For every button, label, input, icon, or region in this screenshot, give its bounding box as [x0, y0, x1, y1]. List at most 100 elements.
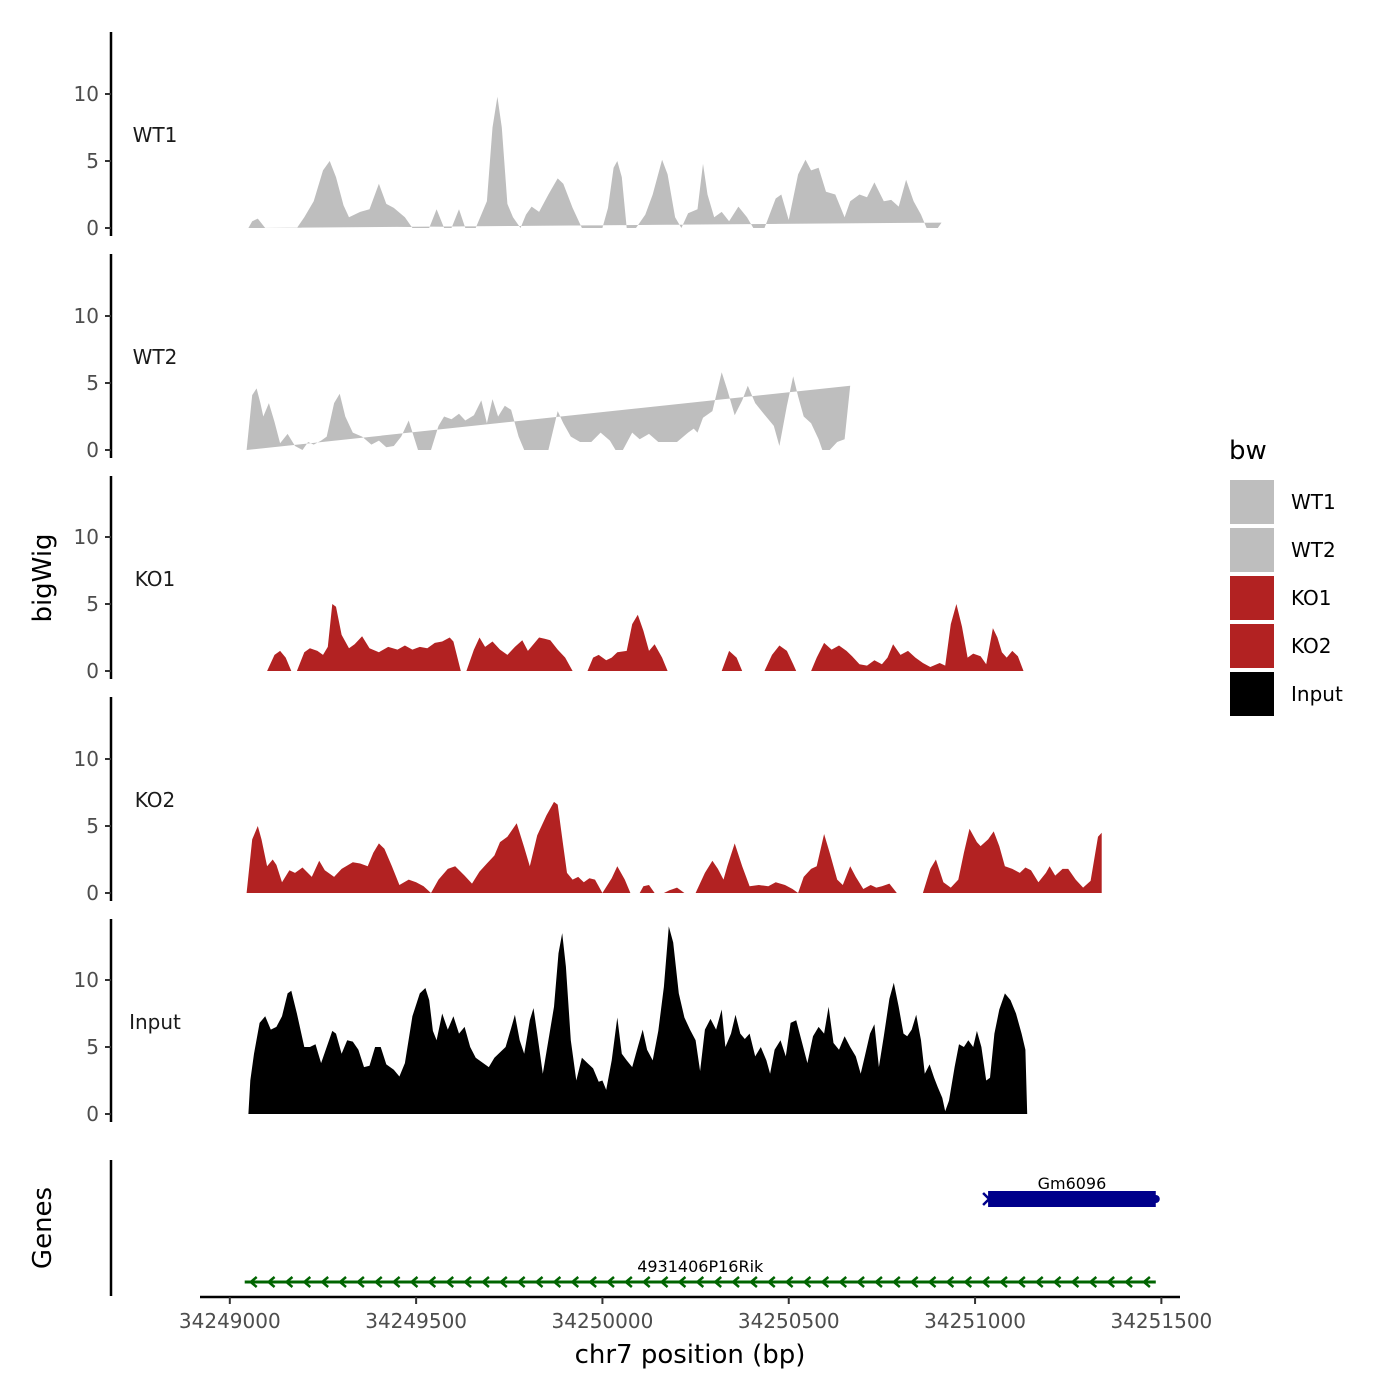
gene-strand-arrow: [266, 1276, 276, 1288]
gene-strand-arrow: [731, 1276, 740, 1288]
gene-strand-arrow: [373, 1276, 383, 1288]
gene-strand-arrow: [1070, 1276, 1080, 1288]
x-axis-title: chr7 position (bp): [575, 1340, 806, 1370]
y-tick-label: 5: [86, 371, 99, 395]
gene-strand-arrow: [355, 1276, 365, 1288]
x-tick-label: 34250500: [738, 1309, 840, 1333]
gene-strand-arrow: [820, 1276, 830, 1288]
gene-strand-arrow: [284, 1276, 294, 1288]
x-tick-label: 34251000: [924, 1309, 1026, 1333]
genes-axis-title: Genes: [28, 1187, 58, 1269]
gene-strand-arrow: [927, 1276, 937, 1288]
gene-strand-arrow: [248, 1276, 258, 1288]
gene-strand-arrow: [463, 1276, 472, 1288]
gene-label: 4931406P16Rik: [637, 1257, 764, 1276]
gene-strand-arrow: [981, 1276, 990, 1288]
gene-4931406p16rik: 4931406P16Rik: [244, 1257, 1156, 1288]
y-tick-label: 5: [86, 814, 99, 838]
gene-gm6096: Gm6096: [982, 1174, 1160, 1207]
legend-title: bw: [1229, 436, 1267, 466]
y-tick-label: 5: [86, 1035, 99, 1059]
gene-strand-arrow: [1141, 1276, 1151, 1288]
y-tick-label: 0: [86, 438, 99, 462]
gene-strand-arrow: [802, 1276, 812, 1288]
gene-body: [988, 1191, 1156, 1207]
legend-item-input: Input: [1230, 672, 1343, 716]
x-tick-label: 34251500: [1110, 1309, 1212, 1333]
legend-item-wt1: WT1: [1230, 480, 1336, 524]
gene-strand-arrow: [766, 1276, 776, 1288]
gene-strand-arrow: [1088, 1276, 1098, 1288]
track-input: 0 5 10 Input: [74, 919, 1028, 1126]
gene-strand-arrow: [748, 1276, 758, 1288]
gene-strand-arrow: [838, 1276, 848, 1288]
track-area-ko2: [246, 801, 1102, 893]
gene-strand-arrow: [516, 1276, 526, 1288]
gene-strand-arrow: [1016, 1276, 1026, 1288]
gene-strand-arrow: [909, 1276, 919, 1288]
gene-strand-arrow: [588, 1276, 597, 1288]
gene-strand-arrow: [856, 1276, 865, 1288]
gene-strand-arrow: [302, 1276, 312, 1288]
gene-label: Gm6096: [1038, 1174, 1107, 1193]
gene-strand-arrow: [945, 1276, 955, 1288]
track-area-input: [248, 926, 1028, 1114]
y-tick-label: 0: [86, 1102, 99, 1126]
legend-item-ko2: KO2: [1230, 624, 1332, 668]
track-label-ko1: KO1: [135, 567, 176, 591]
gene-strand-arrow: [552, 1276, 562, 1288]
gene-strand-arrow: [677, 1276, 687, 1288]
legend-label: WT1: [1291, 490, 1336, 514]
gene-strand-arrow: [445, 1276, 455, 1288]
track-ko1: 0 5 10 KO1: [74, 476, 1028, 683]
x-axis: 34249000 34249500 34250000 34250500 34251000…: [179, 1295, 1212, 1333]
gene-strand-arrow: [874, 1276, 883, 1288]
gene-strand-arrow: [784, 1276, 794, 1288]
legend-item-ko1: KO1: [1230, 576, 1332, 620]
y-tick-label: 10: [74, 747, 99, 771]
gene-strand-arrow: [695, 1276, 705, 1288]
y-tick-label: 10: [74, 82, 99, 106]
legend: bw WT1 WT2 KO1 KO2 Input: [1229, 436, 1343, 716]
gene-strand-arrow: [534, 1276, 544, 1288]
legend-swatch: [1230, 624, 1274, 668]
gene-strand-arrow: [391, 1276, 401, 1288]
track-label-ko2: KO2: [135, 788, 176, 812]
legend-swatch: [1230, 672, 1274, 716]
gene-strand-arrow: [570, 1276, 580, 1288]
track-ko2: 0 5 10 KO2: [74, 697, 1102, 905]
gene-strand-arrow: [963, 1276, 973, 1288]
gene-strand-arrow: [427, 1276, 437, 1288]
gene-strand-arrow: [999, 1276, 1008, 1288]
y-tick-label: 0: [86, 659, 99, 683]
x-tick-label: 34249000: [179, 1309, 281, 1333]
y-tick-label: 5: [86, 592, 99, 616]
gene-strand-arrow: [641, 1276, 651, 1288]
legend-label: KO1: [1291, 586, 1332, 610]
legend-label: KO2: [1291, 634, 1332, 658]
gene-strand-arrow: [1052, 1276, 1062, 1288]
gene-strand-arrow: [659, 1276, 669, 1288]
legend-swatch: [1230, 528, 1274, 572]
track-area-wt1: [248, 96, 942, 228]
gene-strand-arrow: [1106, 1276, 1115, 1288]
y-axis-title: bigWig: [28, 533, 58, 622]
y-tick-label: 10: [74, 304, 99, 328]
gene-strand-arrow: [891, 1276, 901, 1288]
x-tick-label: 34249500: [365, 1309, 467, 1333]
track-label-input: Input: [129, 1010, 181, 1034]
gene-strand-arrow: [338, 1276, 347, 1288]
gene-strand-arrow: [409, 1276, 419, 1288]
gene-strand-arrow: [982, 1192, 991, 1206]
gene-strand-arrow: [320, 1276, 329, 1288]
track-wt2: 0 5 10 WT2: [74, 254, 851, 462]
legend-swatch: [1230, 480, 1274, 524]
track-area-ko1: [267, 604, 1028, 671]
gene-strand-arrow: [498, 1276, 508, 1288]
gene-end-cap: [1151, 1195, 1160, 1203]
tracks-group: 0 5 10 WT1 0 5 10 WT2 0 5 10 KO1 0 5 10 KO2 0 5 10 Input: [74, 32, 1102, 1126]
genes-group: Gm6096 4931406P16Rik: [109, 1160, 1160, 1296]
gene-strand-arrow: [480, 1276, 490, 1288]
track-label-wt2: WT2: [133, 345, 178, 369]
